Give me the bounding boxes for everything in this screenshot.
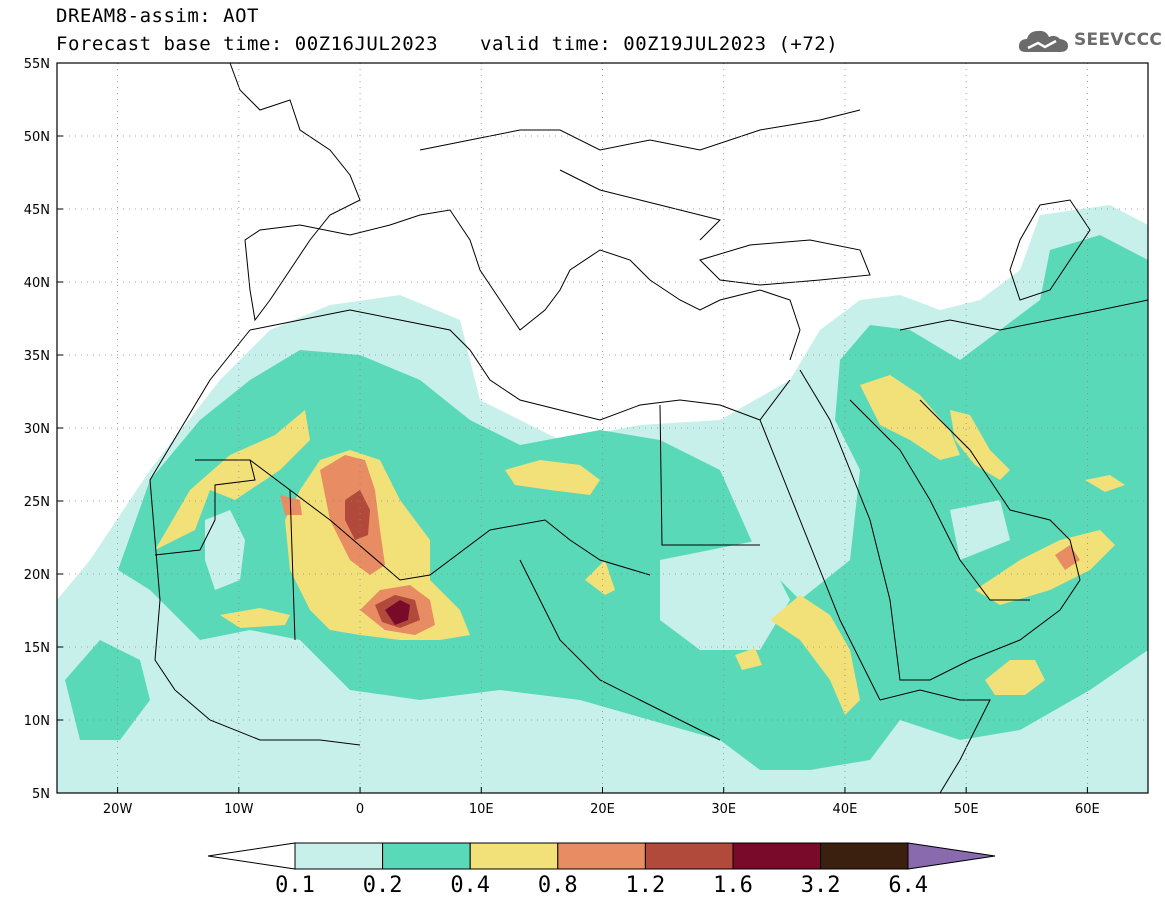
aot-band-0.4-chad bbox=[585, 560, 615, 595]
chart-title: DREAM8-assim: AOT bbox=[56, 5, 259, 27]
aot-band-0.2-west bbox=[65, 640, 150, 740]
logo-text: SEEVCCC bbox=[1074, 30, 1163, 50]
forecast-base-time: Forecast base time: 00Z16JUL2023 bbox=[56, 33, 439, 55]
lon-label: 0 bbox=[356, 802, 364, 817]
aot-band-0.4-ethiopia bbox=[735, 648, 762, 670]
colorbar: 0.1 0.2 0.4 0.8 1.2 1.6 3.2 6.4 bbox=[207, 842, 996, 898]
lat-label: 20N bbox=[24, 568, 50, 583]
lon-labels: 20W 10W 0 10E 20E 30E 40E 50E 60E bbox=[103, 787, 1100, 817]
lon-label: 30E bbox=[711, 802, 736, 817]
colorbar-swatch bbox=[732, 842, 822, 870]
aot-band-1.6-niger bbox=[385, 600, 410, 625]
aot-band-0.4-persia bbox=[1085, 475, 1125, 492]
colorbar-label: 1.2 bbox=[626, 873, 666, 898]
border-iran bbox=[899, 299, 1148, 331]
lat-label: 50N bbox=[24, 130, 50, 145]
aot-band-0.4-sudan bbox=[770, 595, 860, 715]
coastline-europe bbox=[229, 63, 801, 361]
colorbar-label: 0.4 bbox=[450, 873, 490, 898]
aot-band-0.4-iraq bbox=[860, 375, 960, 460]
colorbar-swatch bbox=[294, 842, 384, 870]
coastline-caspian bbox=[1009, 199, 1091, 301]
lat-label: 5N bbox=[32, 787, 50, 802]
coastline-africa-north bbox=[249, 309, 791, 421]
colorbar-swatch bbox=[557, 842, 646, 870]
lat-label: 30N bbox=[24, 422, 50, 437]
aot-hole-3 bbox=[950, 500, 1010, 560]
colorbar-swatch bbox=[820, 842, 909, 870]
aot-band-0.4-west bbox=[155, 410, 310, 550]
lon-label: 40E bbox=[833, 802, 858, 817]
lon-label: 50E bbox=[954, 802, 979, 817]
colorbar-label: 0.8 bbox=[538, 873, 578, 898]
aot-fill-layer bbox=[57, 205, 1148, 793]
coastline-black-sea bbox=[699, 239, 871, 286]
colorbar-swatch bbox=[382, 842, 471, 870]
aot-hole-2 bbox=[660, 540, 790, 650]
border-sahara-3 bbox=[154, 459, 256, 556]
border-balkans bbox=[559, 169, 721, 241]
lat-label: 40N bbox=[24, 276, 50, 291]
lat-label: 35N bbox=[24, 349, 50, 364]
border-libya-egypt bbox=[659, 404, 760, 546]
border-arabia bbox=[849, 399, 1030, 601]
border-sahara-1 bbox=[249, 459, 651, 581]
lon-label: 10W bbox=[224, 802, 254, 817]
aot-hole-1 bbox=[205, 510, 245, 590]
colorbar-label: 6.4 bbox=[888, 873, 928, 898]
border-africa-central bbox=[519, 559, 721, 741]
lat-label: 15N bbox=[24, 641, 50, 656]
aot-band-0.4-mali bbox=[220, 608, 290, 628]
aot-band-0.4-libya bbox=[505, 460, 600, 495]
lon-label: 20W bbox=[103, 802, 133, 817]
aot-band-1.2-algeria bbox=[345, 490, 370, 540]
valid-time: valid time: 00Z19JUL2023 (+72) bbox=[480, 33, 839, 55]
aot-band-0.8-oman bbox=[1055, 545, 1080, 570]
border-sahara-2 bbox=[289, 489, 296, 641]
coastline-layer bbox=[149, 63, 1148, 793]
colorbar-right-arrow bbox=[907, 842, 996, 870]
colorbar-swatch bbox=[644, 842, 734, 870]
colorbar-label: 1.6 bbox=[713, 873, 753, 898]
aot-band-0.4-yemen bbox=[985, 660, 1045, 695]
colorbar-left-arrow bbox=[207, 842, 296, 870]
lon-label: 20E bbox=[590, 802, 615, 817]
colorbar-label: 0.1 bbox=[275, 873, 315, 898]
cloud-icon bbox=[1018, 30, 1068, 52]
lat-labels: 55N 50N 45N 40N 35N 30N 25N 20N 15N 10N 5N bbox=[24, 57, 63, 802]
colorbar-label: 3.2 bbox=[801, 873, 841, 898]
coastline-red-sea bbox=[759, 419, 881, 701]
aot-band-0.4-oman bbox=[975, 530, 1115, 605]
lon-label: 60E bbox=[1075, 802, 1100, 817]
lat-label: 45N bbox=[24, 203, 50, 218]
colorbar-swatch bbox=[469, 842, 559, 870]
aot-band-0.4-gulf bbox=[950, 410, 1010, 480]
lon-label: 10E bbox=[469, 802, 494, 817]
coastline-arabia bbox=[799, 369, 1081, 681]
lat-label: 10N bbox=[24, 714, 50, 729]
seevccc-logo: SEEVCCC bbox=[1018, 26, 1162, 56]
colorbar-label: 0.2 bbox=[363, 873, 403, 898]
lat-label: 25N bbox=[24, 495, 50, 510]
border-europe-north bbox=[419, 109, 861, 151]
coastline-africa-west bbox=[149, 329, 361, 746]
coastline-horn bbox=[879, 689, 991, 793]
lat-label: 55N bbox=[24, 57, 50, 72]
